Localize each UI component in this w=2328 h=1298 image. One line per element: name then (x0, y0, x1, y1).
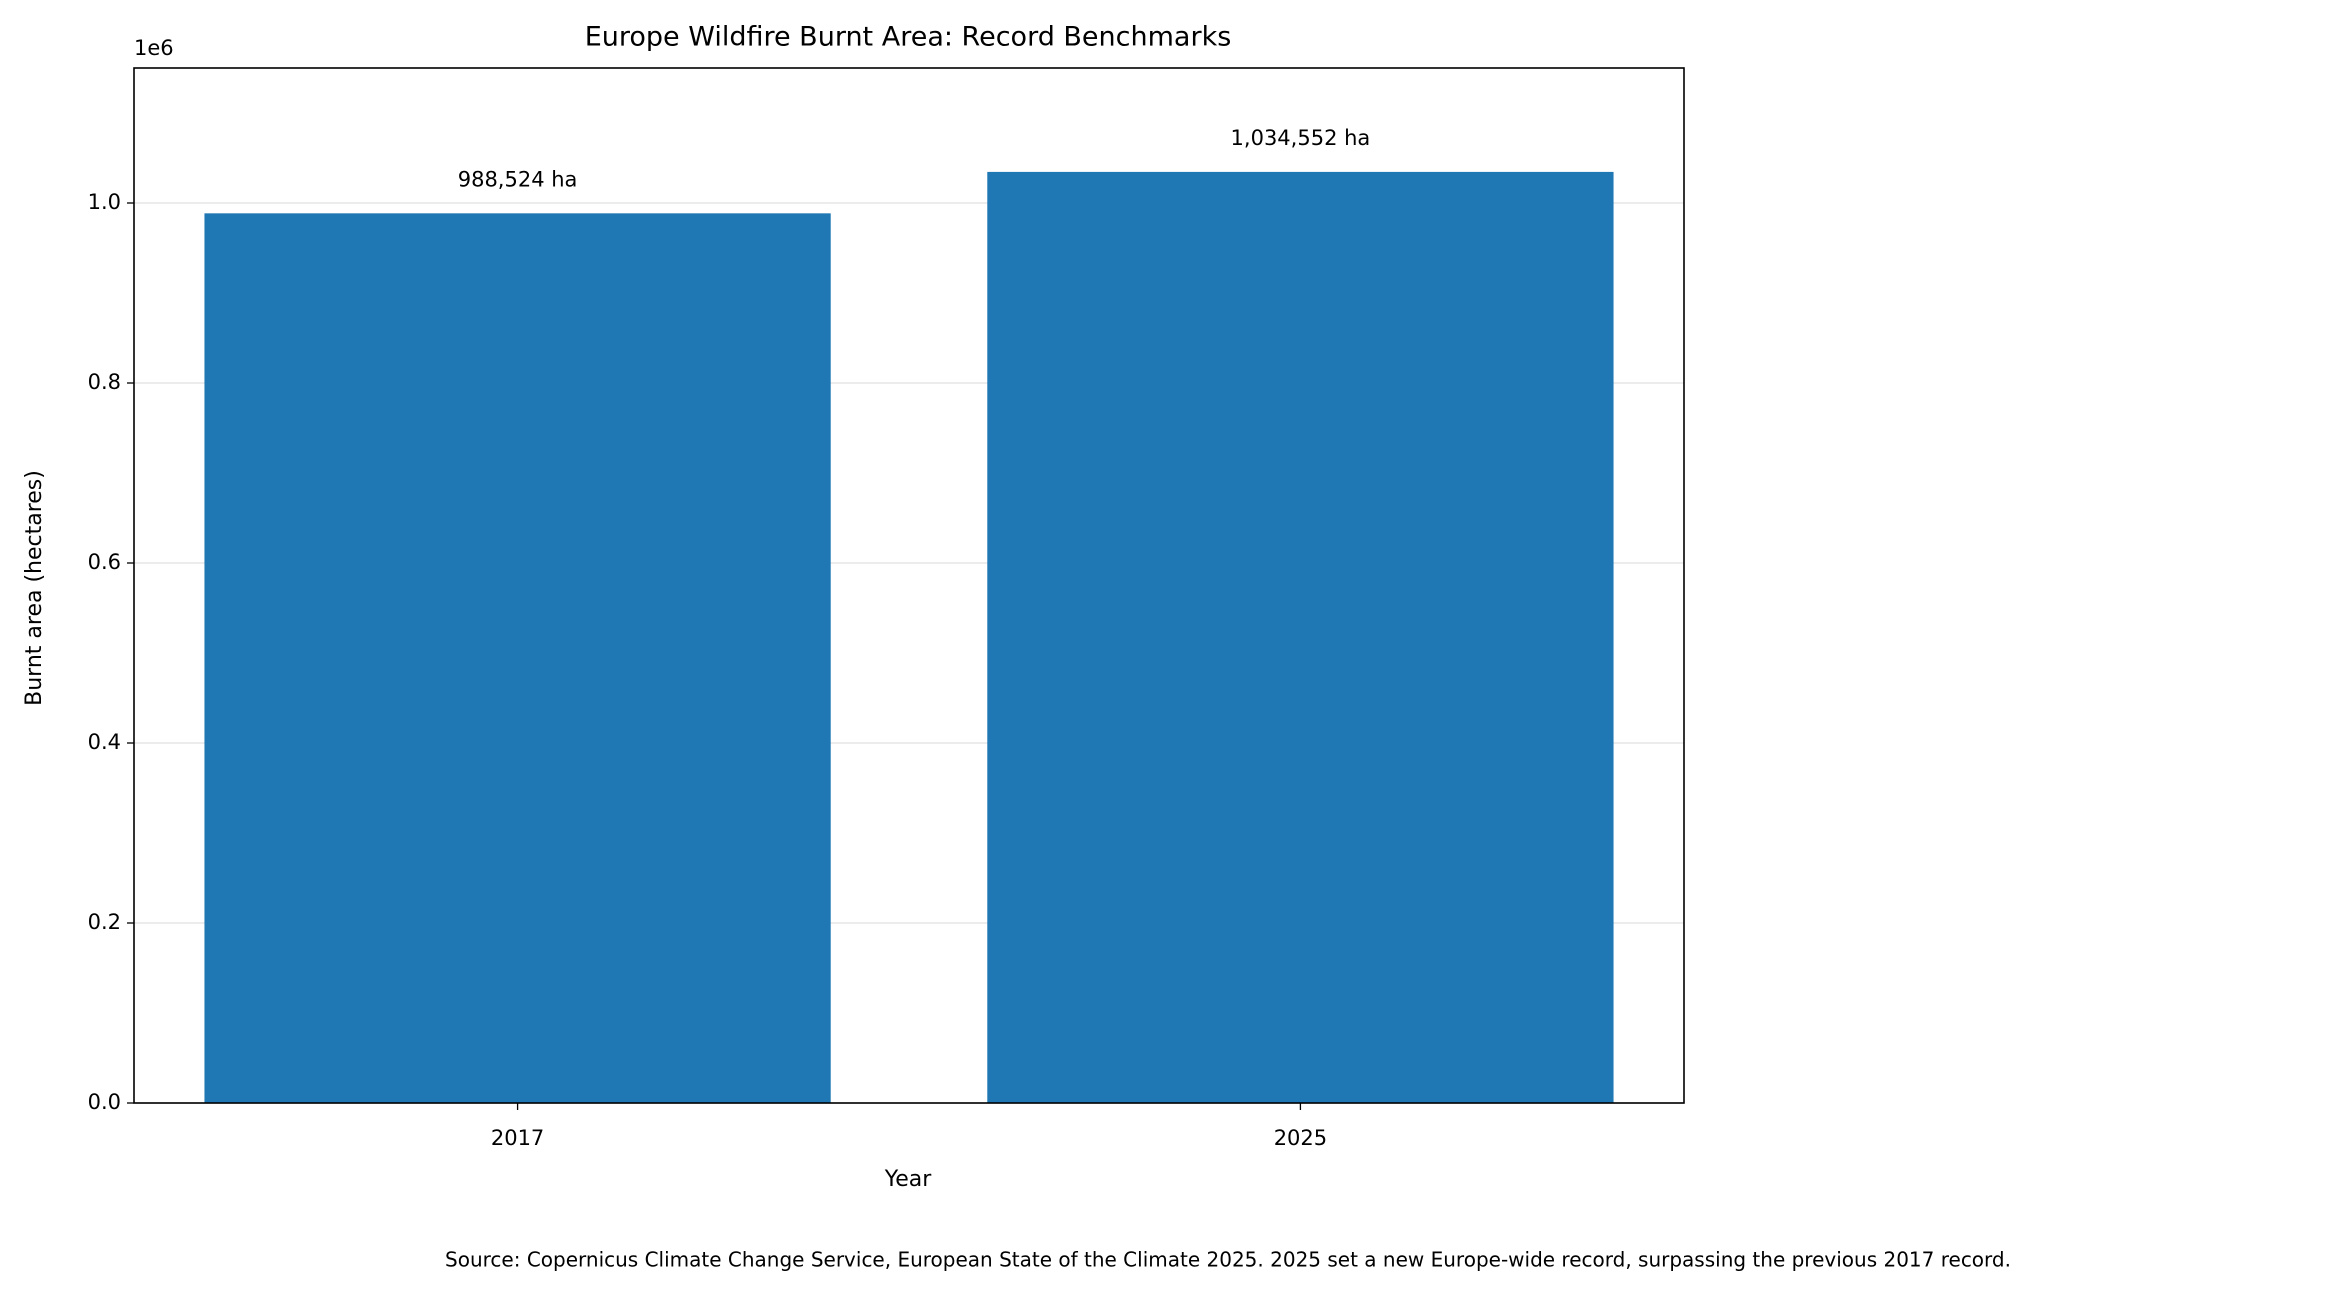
source-note: Source: Copernicus Climate Change Servic… (445, 1248, 2011, 1272)
value-label: 1,034,552 ha (1231, 126, 1371, 150)
y-tick-label: 0.4 (88, 730, 121, 754)
y-tick-label: 0.0 (88, 1090, 121, 1114)
x-axis-label: Year (884, 1167, 933, 1192)
y-tick-label: 0.6 (88, 550, 121, 574)
y-tick-label: 0.2 (88, 910, 121, 934)
y-axis-label: Burnt area (hectares) (22, 470, 47, 706)
bar (987, 171, 1614, 1103)
y-offset-label: 1e6 (134, 36, 174, 60)
x-tick-label: 2017 (491, 1126, 544, 1150)
plot-frame (133, 67, 1685, 1104)
chart-title: Europe Wildfire Burnt Area: Record Bench… (585, 22, 1232, 53)
y-tick-label: 1.0 (88, 190, 121, 214)
bar (204, 213, 831, 1104)
x-tick-label: 2025 (1274, 1126, 1327, 1150)
y-tick-label: 0.8 (88, 370, 121, 394)
value-label: 988,524 ha (458, 167, 578, 191)
